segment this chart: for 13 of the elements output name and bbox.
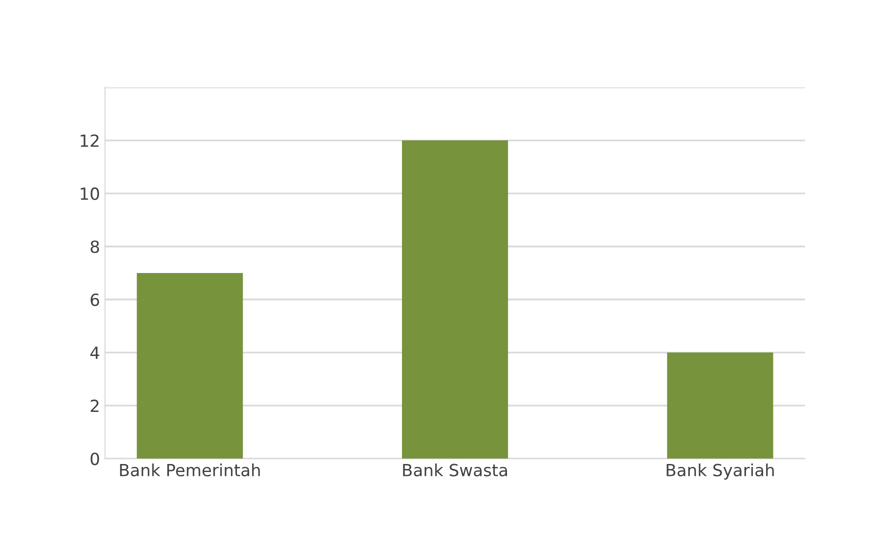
y-tick-label: 12 — [80, 134, 98, 147]
y-tick-label: 6 — [90, 293, 100, 306]
x-tick-label: Bank Swasta — [403, 464, 507, 476]
y-tick-label: 0 — [90, 452, 100, 466]
bar — [136, 273, 243, 459]
x-tick-label: Bank Pemerintah — [120, 464, 260, 476]
x-tick-label: Bank Syariah — [666, 464, 774, 480]
y-tick-label: 4 — [90, 346, 100, 359]
y-tick-label: 10 — [80, 187, 100, 200]
y-tick-label: 8 — [90, 240, 99, 254]
y-tick-label: 2 — [90, 400, 98, 412]
bar — [402, 140, 508, 459]
bar — [667, 352, 774, 459]
